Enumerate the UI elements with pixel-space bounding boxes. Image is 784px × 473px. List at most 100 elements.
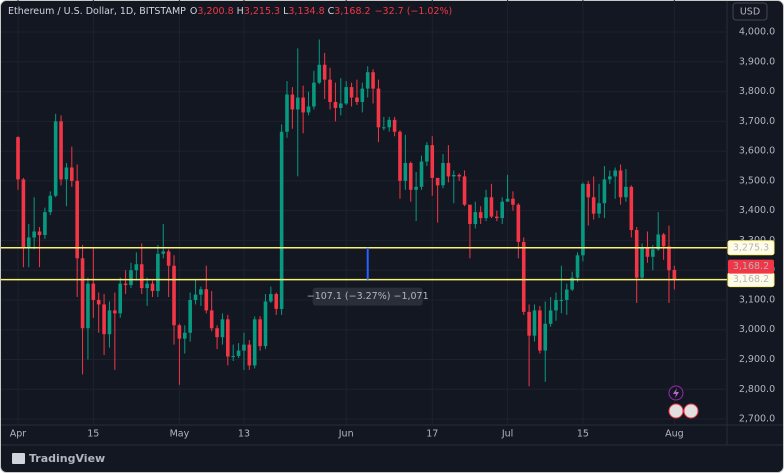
- candle-body: [382, 127, 386, 129]
- candle-body: [398, 131, 402, 181]
- candle-body: [290, 94, 295, 110]
- candle-body: [478, 212, 483, 219]
- candle-body: [80, 258, 85, 329]
- candle-body: [247, 344, 252, 366]
- candle-body: [634, 230, 639, 278]
- y-tick-label: 4,000.0: [739, 27, 775, 38]
- candle-body: [554, 299, 558, 311]
- price-tag-label: 3,275.3: [733, 242, 769, 253]
- candle-body: [656, 234, 661, 250]
- c-key: C: [328, 6, 335, 17]
- candle-body: [317, 64, 322, 83]
- candle-body: [435, 177, 440, 186]
- y-tick-label: 3,100.0: [739, 294, 775, 305]
- l-key: L: [283, 6, 289, 17]
- candle-body: [462, 176, 467, 205]
- candle-body: [263, 301, 268, 347]
- candle-body: [242, 344, 246, 351]
- candle-body: [86, 283, 90, 329]
- candle-body: [548, 310, 553, 324]
- candle-body: [489, 197, 494, 217]
- candle-body: [37, 231, 42, 236]
- price-tag-label: 3,168.2: [733, 274, 769, 285]
- price-tag: [727, 240, 775, 256]
- candle-body: [269, 294, 273, 302]
- h-value: 3,215.3: [244, 6, 280, 17]
- candle-body: [48, 195, 53, 213]
- flag-icon[interactable]: [683, 403, 699, 419]
- candle-body: [188, 299, 192, 333]
- x-tick-label: 17: [426, 429, 438, 440]
- candle-body: [344, 87, 348, 104]
- candle-body: [414, 186, 418, 190]
- l-value: 3,134.8: [288, 6, 324, 17]
- candle-body: [532, 310, 537, 336]
- candle-body: [613, 170, 617, 177]
- candle-body: [59, 121, 63, 180]
- candle-body: [538, 310, 542, 351]
- last-price-label: 3,168.2: [733, 261, 769, 272]
- currency[interactable]: USD: [740, 7, 760, 18]
- brand[interactable]: TradingView: [29, 452, 105, 465]
- candle-body: [204, 289, 209, 311]
- candle-body: [322, 64, 327, 80]
- candle-body: [365, 72, 370, 89]
- candle-body: [75, 180, 79, 259]
- candle-body: [516, 204, 521, 242]
- currency-button[interactable]: [732, 2, 768, 21]
- candle-body: [134, 264, 139, 271]
- flag-icon[interactable]: [668, 403, 684, 419]
- candle-body: [102, 304, 106, 335]
- y-tick-label: 2,700.0: [739, 414, 775, 425]
- candle-body: [349, 87, 354, 98]
- candle-body: [91, 283, 96, 300]
- last-price-tag: [728, 259, 774, 274]
- candle-body: [199, 289, 203, 295]
- symbol: Ethereum / U.S. Dollar, 1D, BITSTAMP: [8, 6, 186, 17]
- candle-body: [602, 179, 607, 204]
- y-tick-label: 3,800.0: [739, 86, 775, 97]
- candle-body: [139, 264, 144, 289]
- candle-body: [408, 163, 413, 190]
- candle-body: [209, 310, 214, 329]
- candle-body: [495, 216, 499, 219]
- candle-body: [150, 283, 155, 292]
- candle-body: [451, 174, 456, 177]
- candle-body: [16, 137, 20, 180]
- change: −32.7 (−1.02%): [375, 6, 453, 17]
- candle-body: [446, 163, 451, 177]
- y-tick-label: 2,800.0: [739, 384, 775, 395]
- candle-body: [220, 319, 225, 338]
- x-tick-label: Apr: [10, 429, 27, 440]
- candle-body: [26, 237, 31, 247]
- x-tick-label: Aug: [665, 429, 684, 440]
- candle-body: [215, 328, 219, 338]
- candle-body: [473, 212, 478, 225]
- candle-body: [371, 72, 375, 89]
- h-key: H: [237, 6, 244, 17]
- candle-body: [295, 97, 300, 110]
- candle-body: [403, 163, 408, 181]
- y-tick-label: 3,700.0: [739, 116, 775, 127]
- candle-body: [96, 299, 101, 305]
- header: Ethereum / U.S. Dollar, 1D, BITSTAMP O3,2…: [8, 6, 452, 17]
- candle-body: [236, 350, 241, 356]
- candle-body: [355, 97, 359, 102]
- candle-body: [156, 253, 160, 292]
- candle-body: [586, 183, 591, 198]
- c-value: 3,168.2: [334, 6, 370, 17]
- y-tick-label: 3,500.0: [739, 175, 775, 186]
- candle-body: [511, 198, 515, 205]
- candle-body: [419, 161, 424, 187]
- candle-body: [651, 249, 655, 257]
- candle-body: [543, 323, 548, 351]
- candle-body: [570, 277, 574, 290]
- candle-body: [387, 119, 392, 128]
- x-tick-label: 15: [577, 429, 589, 440]
- candle-body: [629, 186, 634, 231]
- candle-body: [64, 167, 69, 180]
- o-value: 3,200.8: [197, 6, 233, 17]
- y-tick-label: 2,900.0: [739, 354, 775, 365]
